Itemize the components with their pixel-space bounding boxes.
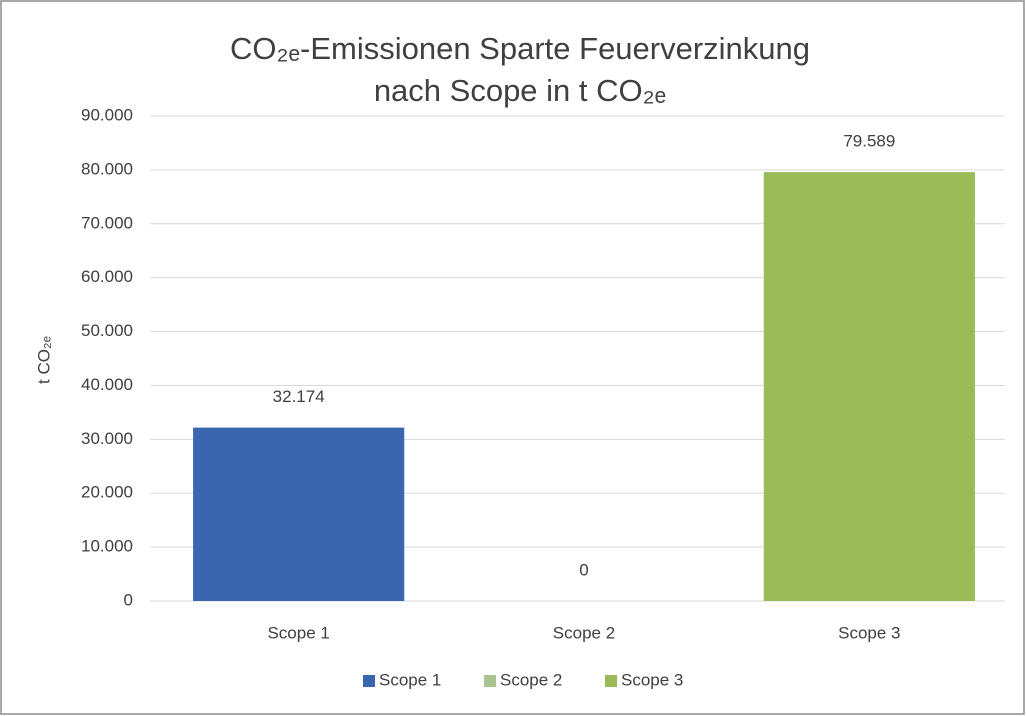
y-tick-label: 40.000: [81, 375, 133, 394]
x-tick-label: Scope 2: [553, 623, 615, 642]
bar: [193, 427, 405, 601]
y-tick-label: 30.000: [81, 429, 133, 448]
legend-swatch: [605, 675, 617, 687]
y-tick-label: 0: [124, 590, 133, 609]
y-tick-label: 90.000: [81, 105, 133, 124]
legend-swatch: [484, 675, 496, 687]
data-label: 0: [579, 560, 588, 579]
x-tick-label: Scope 1: [267, 623, 329, 642]
y-tick-label: 10.000: [81, 537, 133, 556]
bar: [763, 172, 975, 601]
legend-label: Scope 1: [379, 670, 441, 689]
legend-label: Scope 2: [500, 670, 562, 689]
legend-label: Scope 3: [621, 670, 683, 689]
y-axis-label: t CO₂ₑ: [34, 336, 53, 384]
y-tick-label: 20.000: [81, 483, 133, 502]
data-label: 32.174: [273, 387, 325, 406]
y-tick-label: 50.000: [81, 321, 133, 340]
data-label: 79.589: [843, 132, 895, 151]
y-tick-label: 80.000: [81, 159, 133, 178]
x-tick-label: Scope 3: [838, 623, 900, 642]
legend-swatch: [363, 675, 375, 687]
y-tick-label: 70.000: [81, 213, 133, 232]
chart-title: CO₂ₑ-Emissionen Sparte Feuerverzinkung n…: [229, 31, 811, 108]
y-tick-label: 60.000: [81, 267, 133, 286]
